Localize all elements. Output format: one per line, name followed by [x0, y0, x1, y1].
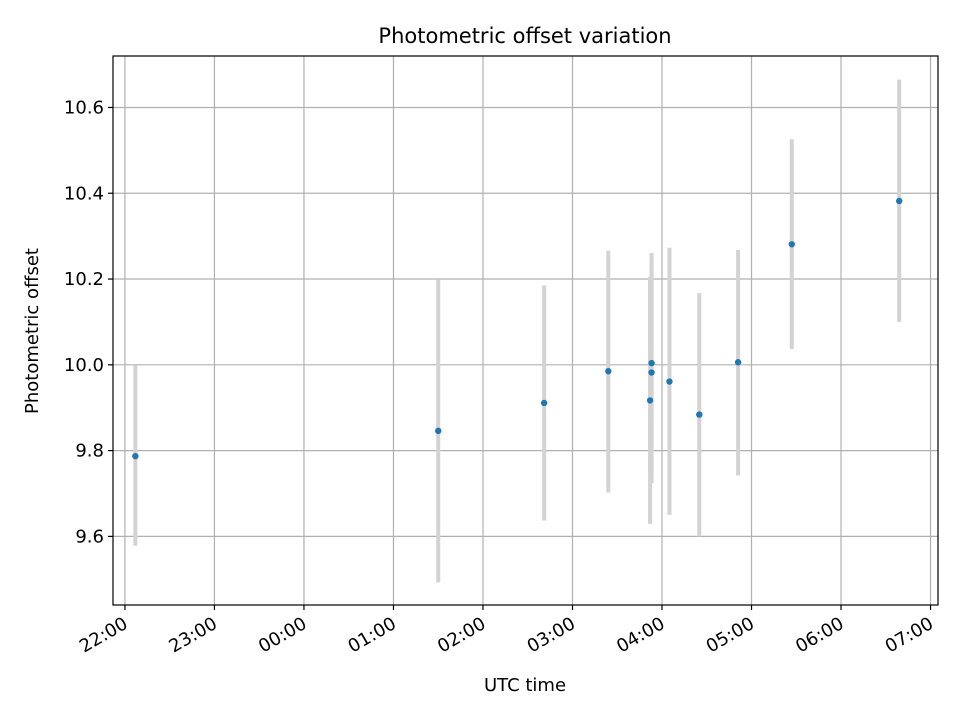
y-tick-label: 10.2 — [64, 269, 104, 290]
data-point — [646, 397, 654, 404]
y-axis-title: Photometric offset — [22, 248, 43, 414]
data-point — [132, 452, 139, 460]
data-point — [734, 359, 742, 366]
y-tick-label: 10.4 — [64, 183, 104, 204]
chart-title: Photometric offset variation — [378, 24, 671, 48]
y-tick-label: 10.6 — [64, 97, 104, 118]
data-point — [666, 378, 673, 385]
data-point — [896, 197, 903, 205]
y-tick-label: 9.8 — [75, 441, 104, 462]
data-point — [648, 369, 655, 376]
data-point — [540, 399, 548, 407]
data-points — [132, 197, 903, 460]
y-tick-label: 10.0 — [64, 355, 104, 376]
y-axis-ticks: 9.6 9.8 10.0 10.2 10.4 10.6 — [64, 97, 113, 547]
y-tick-label: 9.6 — [75, 526, 104, 547]
plot-frame — [112, 55, 939, 606]
x-gridlines — [124, 56, 932, 605]
data-point — [648, 359, 655, 367]
data-point — [696, 411, 703, 418]
data-point — [435, 427, 442, 435]
x-axis-title: UTC time — [484, 675, 566, 696]
y-gridlines — [113, 106, 938, 537]
data-point — [788, 241, 795, 248]
data-point — [605, 368, 612, 375]
